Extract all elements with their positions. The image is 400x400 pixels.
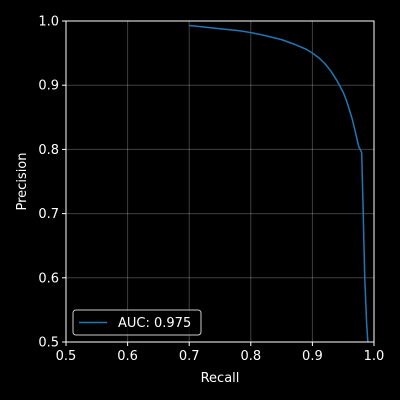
x-tick-label: 1.0 bbox=[364, 349, 385, 364]
legend-box bbox=[72, 309, 202, 336]
y-tick-label: 0.9 bbox=[38, 79, 59, 94]
plot-frame bbox=[65, 20, 375, 343]
legend: AUC: 0.975 bbox=[72, 309, 202, 336]
y-tick-label: 0.7 bbox=[38, 207, 59, 222]
y-tick-label: 1.0 bbox=[38, 15, 59, 30]
y-tick-label: 0.5 bbox=[38, 336, 59, 351]
x-tick-label: 0.5 bbox=[56, 349, 77, 364]
x-tick-label: 0.8 bbox=[240, 349, 261, 364]
x-tick-label: 0.9 bbox=[302, 349, 323, 364]
x-axis-label: Recall bbox=[201, 371, 240, 386]
y-tick-label: 0.6 bbox=[38, 271, 59, 286]
x-tick-label: 0.6 bbox=[117, 349, 138, 364]
legend-label: AUC: 0.975 bbox=[118, 316, 191, 331]
x-tick-label: 0.7 bbox=[179, 349, 200, 364]
y-tick-label: 0.8 bbox=[38, 143, 59, 158]
ticks: 0.5 0.6 0.7 0.8 0.9 1.0 0.5 0.6 0.7 0.8 0.9 1.0 bbox=[38, 15, 384, 365]
series-layer bbox=[189, 24, 369, 343]
series-line-0 bbox=[189, 24, 369, 343]
y-axis-label: Precision bbox=[15, 152, 30, 210]
